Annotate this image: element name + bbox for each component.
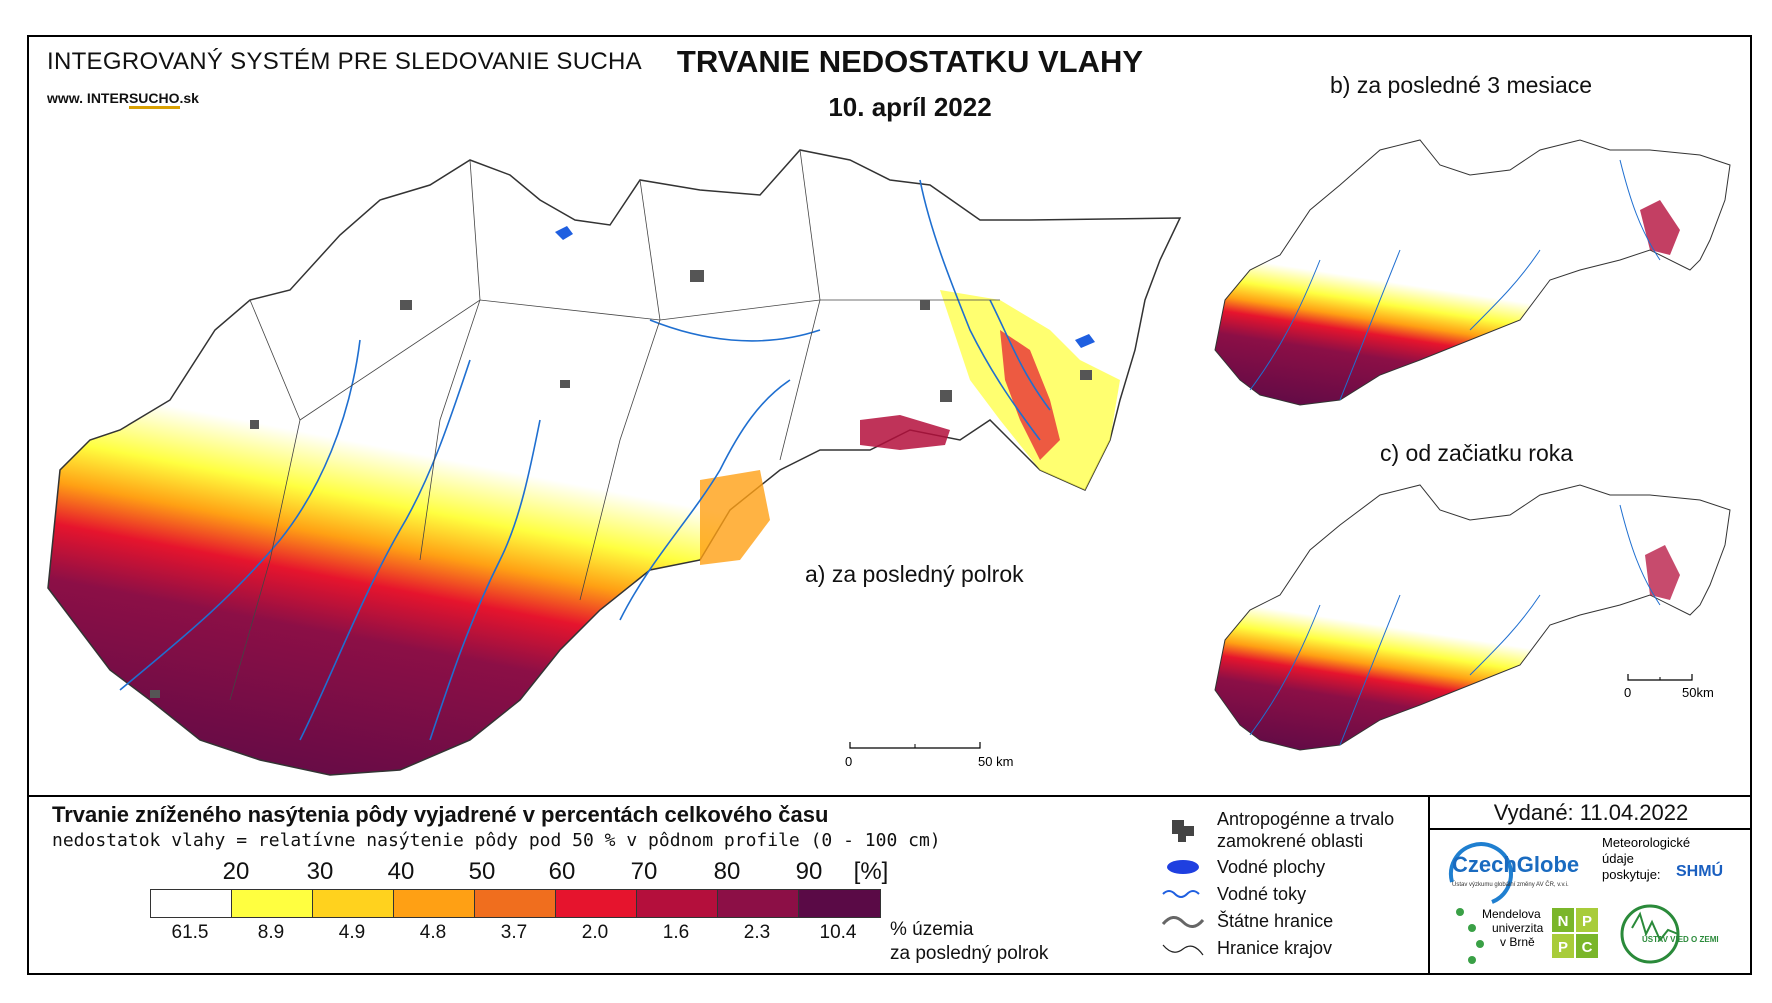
water-streams-label: Vodné toky	[1217, 883, 1307, 904]
website-url[interactable]: www. INTERSUCHO.sk	[47, 90, 199, 109]
svg-text:P: P	[1558, 939, 1568, 956]
color-scale	[150, 889, 881, 918]
url-highlight: SUCHO	[128, 90, 180, 109]
swatch-5	[556, 890, 637, 917]
legend-subtitle: nedostatok vlahy = relatívne nasýtenie p…	[52, 830, 941, 851]
meteo-line-1: Meteorologické	[1602, 835, 1690, 850]
system-name: INTEGROVANÝ SYSTÉM PRE SLEDOVANIE SUCHA	[47, 48, 642, 75]
symbol-anthropogenic: Antropogénne a trvalo zamokrené oblasti	[1157, 808, 1394, 852]
threshold-80: 80	[713, 858, 741, 885]
czechglobe-swoosh-icon	[1448, 842, 1513, 904]
map-b-three-months	[1214, 139, 1731, 406]
scale-bar-c: 0 50km	[1624, 674, 1714, 700]
pct-0: 61.5	[171, 922, 209, 943]
swatch-6	[637, 890, 718, 917]
map-a-label: a) za posledný polrok	[805, 561, 1024, 587]
mendel-line-2: univerzita	[1492, 921, 1544, 935]
maps-canvas: 0 50 km 0 50km	[47, 139, 1731, 776]
issued-date: Vydané: 11.04.2022	[1493, 800, 1689, 825]
anthropogenic-icon	[1157, 819, 1209, 842]
url-prefix: www. INTER	[47, 90, 129, 106]
pct-8: 10.4	[819, 922, 857, 943]
pct-1: 8.9	[257, 922, 285, 943]
legend-unit: % územia za posledný polrok	[890, 918, 1048, 966]
scale-c-start: 0	[1624, 685, 1631, 700]
scale-bar-main: 0 50 km	[845, 742, 1013, 769]
region-border-icon	[1157, 937, 1209, 959]
pct-4: 3.7	[500, 922, 528, 943]
mendel-line-3: v Brně	[1500, 935, 1535, 949]
mendel-dots-icon	[1456, 908, 1484, 964]
url-suffix: .sk	[179, 90, 199, 106]
water-body-icon	[1157, 856, 1209, 878]
legend-panel	[27, 795, 1752, 975]
legend-divider	[1428, 797, 1430, 975]
unit-line-2: za posledný polrok	[890, 943, 1049, 964]
map-b-label: b) za posledné 3 mesiace	[1330, 72, 1593, 98]
legend-title: Trvanie zníženého nasýtenia pôdy vyjadre…	[52, 802, 829, 827]
shmu-logo: SHMÚ	[1676, 861, 1723, 880]
mendel-line-1: Mendelova	[1482, 907, 1541, 921]
symbol-water-streams: Vodné toky	[1157, 883, 1306, 905]
swatch-4	[475, 890, 556, 917]
anthropogenic-label-2: zamokrené oblasti	[1217, 831, 1364, 851]
uvz-text: ÚSTAV VIED O ZEMI	[1642, 935, 1719, 944]
map-date: 10. apríl 2022	[828, 92, 992, 122]
czechglobe-logo: CzechGlobe	[1452, 852, 1579, 877]
map-title: TRVANIE NEDOSTATKU VLAHY	[676, 44, 1144, 79]
threshold-90: 90	[795, 858, 823, 885]
region-border-label: Hranice krajov	[1217, 937, 1333, 958]
stream-icon	[1157, 883, 1209, 905]
pct-7: 2.3	[743, 922, 771, 943]
uvz-logo: ÚSTAV VIED O ZEMI	[1620, 904, 1719, 964]
svg-text:P: P	[1582, 913, 1592, 930]
pct-6: 1.6	[662, 922, 690, 943]
threshold-50: 50	[468, 858, 496, 885]
meteo-line-3: poskytuje:	[1602, 867, 1661, 882]
threshold-70: 70	[630, 858, 658, 885]
threshold-40: 40	[387, 858, 415, 885]
scale-main-end: 50 km	[978, 754, 1013, 769]
svg-text:N: N	[1558, 913, 1569, 930]
issued-underline	[1430, 828, 1752, 830]
symbol-water-bodies: Vodné plochy	[1157, 856, 1325, 878]
nppc-logo: N P P C	[1552, 908, 1598, 958]
swatch-0	[151, 890, 232, 917]
water-bodies-label: Vodné plochy	[1217, 856, 1326, 877]
scale-main-start: 0	[845, 754, 852, 769]
state-border-label: Štátne hranice	[1217, 910, 1334, 931]
anthropogenic-label: Antropogénne a trvalo	[1217, 809, 1395, 829]
meteo-line-2: údaje	[1602, 851, 1634, 866]
map-c-since-year-start	[1214, 484, 1731, 751]
map-c-label: c) od začiatku roka	[1380, 440, 1574, 466]
partner-logos: CzechGlobe Ústav výzkumu globální změny …	[1448, 835, 1723, 964]
map-a-half-year	[47, 149, 1182, 776]
unit-line-1: % územia	[890, 919, 974, 940]
symbol-state-border: Štátne hranice	[1157, 910, 1333, 932]
swatch-2	[313, 890, 394, 917]
symbol-region-border: Hranice krajov	[1157, 937, 1332, 959]
swatch-7	[718, 890, 799, 917]
threshold-unit: [%]	[853, 858, 889, 885]
state-border-icon	[1157, 910, 1209, 932]
threshold-20: 20	[222, 858, 250, 885]
scale-c-end: 50km	[1682, 685, 1714, 700]
czechglobe-sub: Ústav výzkumu globální změny AV ČR, v.v.…	[1452, 881, 1569, 888]
pct-5: 2.0	[581, 922, 609, 943]
threshold-30: 30	[306, 858, 334, 885]
swatch-1	[232, 890, 313, 917]
pct-3: 4.8	[419, 922, 447, 943]
map-frame	[27, 35, 1752, 975]
threshold-60: 60	[548, 858, 576, 885]
swatch-3	[394, 890, 475, 917]
swatch-8	[799, 890, 880, 917]
pct-2: 4.9	[338, 922, 366, 943]
svg-text:C: C	[1582, 939, 1593, 956]
